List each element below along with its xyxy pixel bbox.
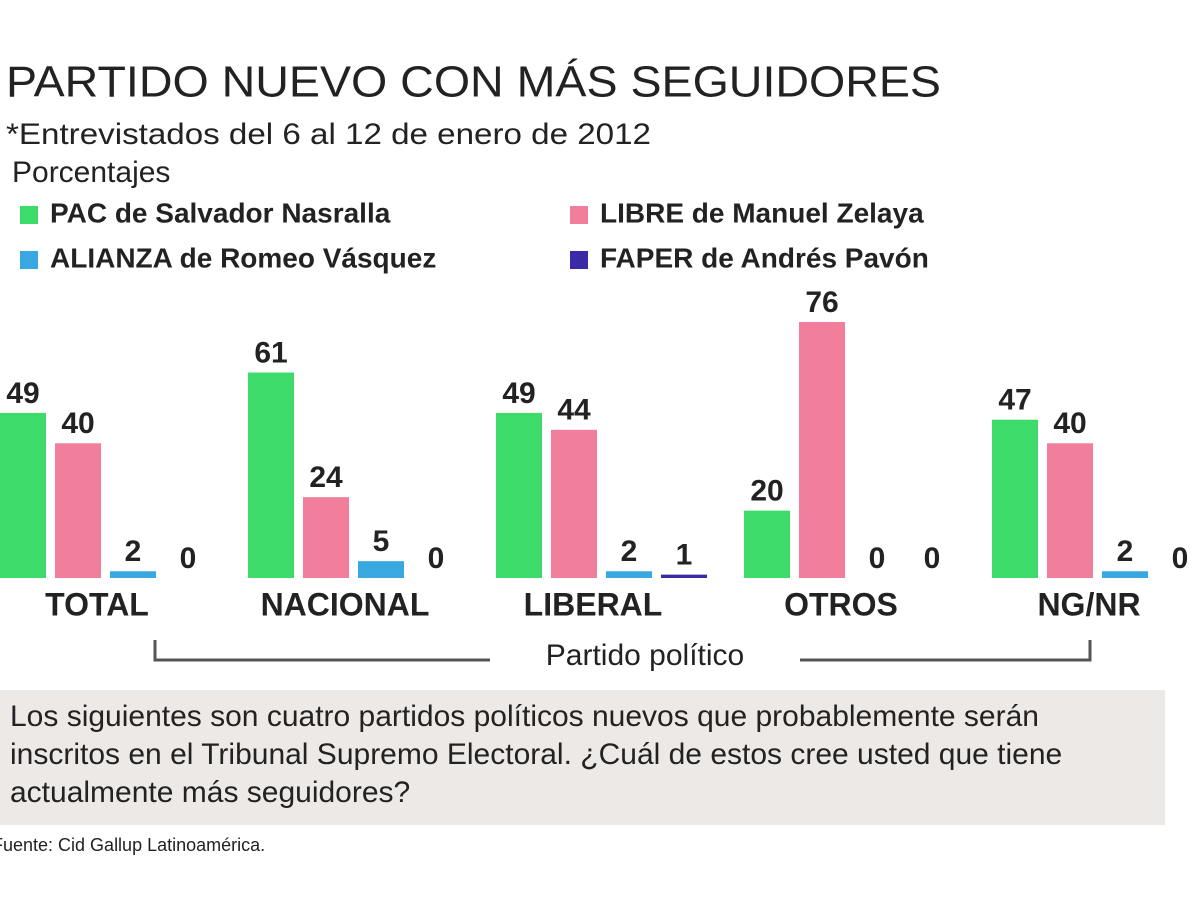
value-label: 2 — [125, 535, 142, 568]
bar — [0, 412, 46, 578]
bar — [992, 419, 1038, 578]
value-label: 5 — [373, 525, 390, 558]
axis-bracket — [153, 640, 1092, 662]
value-label: 1 — [676, 539, 693, 572]
x-tick-label: NG/NR — [1037, 586, 1140, 622]
value-label: 49 — [502, 377, 535, 410]
bar — [744, 510, 790, 578]
value-label: 40 — [61, 407, 94, 440]
bar — [1102, 571, 1148, 578]
bar — [799, 322, 845, 578]
value-label: 61 — [254, 336, 287, 369]
value-label: 0 — [428, 542, 445, 575]
x-tick-label: NACIONAL — [261, 586, 430, 622]
bar — [110, 571, 156, 578]
value-label: 0 — [869, 542, 886, 575]
value-label: 0 — [1172, 542, 1189, 575]
value-label: 20 — [750, 475, 783, 508]
bar — [303, 497, 349, 578]
legend-label: FAPER de Andrés Pavón — [600, 242, 929, 273]
source: Fuente: Cid Gallup Latinoamérica. — [0, 835, 265, 855]
value-label: 44 — [557, 394, 591, 427]
x-tick-label: OTROS — [784, 586, 898, 622]
value-label: 47 — [998, 384, 1031, 417]
bar — [496, 412, 542, 578]
bar — [248, 372, 294, 578]
legend-label: LIBRE de Manuel Zelaya — [600, 197, 924, 228]
value-label: 0 — [924, 542, 941, 575]
chart-title: PARTIDO NUEVO CON MÁS SEGUIDORES — [6, 58, 941, 107]
x-tick-label: TOTAL — [45, 586, 149, 622]
units-label: Porcentajes — [12, 156, 170, 189]
legend-swatch — [20, 206, 38, 224]
value-label: 49 — [6, 377, 39, 410]
legend-label: PAC de Salvador Nasralla — [50, 197, 391, 228]
legend-swatch — [570, 206, 588, 224]
bar — [661, 574, 707, 578]
x-tick-label: LIBERAL — [524, 586, 663, 622]
bar — [55, 443, 101, 578]
bar — [358, 561, 404, 578]
legend-label: ALIANZA de Romeo Vásquez — [50, 242, 436, 273]
question-note: Los siguientes son cuatro partidos polít… — [0, 690, 1165, 825]
legend-swatch — [20, 251, 38, 269]
value-label: 24 — [309, 461, 343, 494]
bar — [606, 571, 652, 578]
legend-swatch — [570, 251, 588, 269]
bar — [1047, 443, 1093, 578]
value-label: 0 — [180, 542, 197, 575]
value-label: 40 — [1053, 407, 1086, 440]
value-label: 76 — [805, 286, 838, 319]
x-axis-label: Partido político — [546, 639, 744, 672]
bar — [551, 429, 597, 578]
value-label: 2 — [621, 535, 638, 568]
value-label: 2 — [1117, 535, 1134, 568]
chart-subtitle: *Entrevistados del 6 al 12 de enero de 2… — [6, 118, 651, 151]
